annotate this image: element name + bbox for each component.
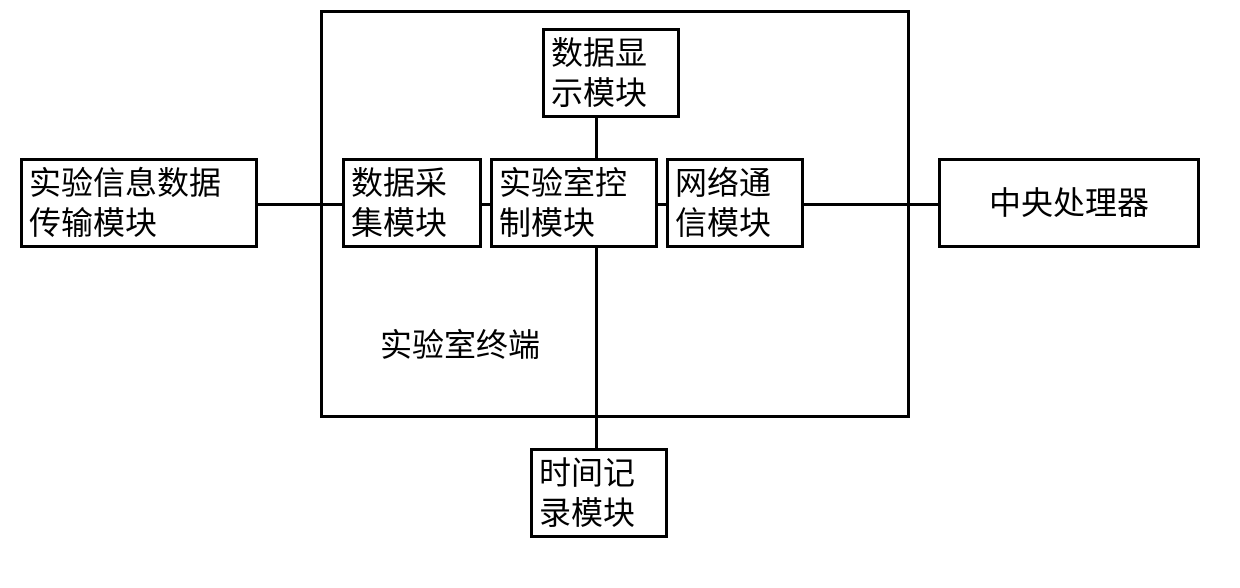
node-network-comm-label: 网络通信模块 <box>675 163 771 243</box>
edge-control-network <box>658 203 666 206</box>
edge-collect-control <box>482 203 490 206</box>
node-data-collect: 数据采集模块 <box>342 158 482 248</box>
edge-network-cpu <box>804 203 938 206</box>
edge-expinfo-collect <box>258 203 342 206</box>
node-experiment-info: 实验信息数据传输模块 <box>20 158 258 248</box>
node-experiment-info-label: 实验信息数据传输模块 <box>29 163 221 243</box>
node-data-display-label: 数据显示模块 <box>551 33 647 113</box>
edge-control-time <box>595 248 598 448</box>
node-data-display: 数据显示模块 <box>542 28 680 118</box>
node-time-record: 时间记录模块 <box>530 448 668 538</box>
node-data-collect-label: 数据采集模块 <box>351 163 447 243</box>
node-lab-control: 实验室控制模块 <box>490 158 658 248</box>
lab-terminal-label: 实验室终端 <box>380 320 540 366</box>
node-lab-control-label: 实验室控制模块 <box>499 163 627 243</box>
edge-display-control <box>595 118 598 158</box>
node-network-comm: 网络通信模块 <box>666 158 804 248</box>
node-cpu-label: 中央处理器 <box>989 183 1149 223</box>
node-time-record-label: 时间记录模块 <box>539 453 635 533</box>
node-cpu: 中央处理器 <box>938 158 1200 248</box>
diagram-canvas: 实验室终端 数据显示模块 实验信息数据传输模块 数据采集模块 实验室控制模块 网… <box>0 0 1240 588</box>
